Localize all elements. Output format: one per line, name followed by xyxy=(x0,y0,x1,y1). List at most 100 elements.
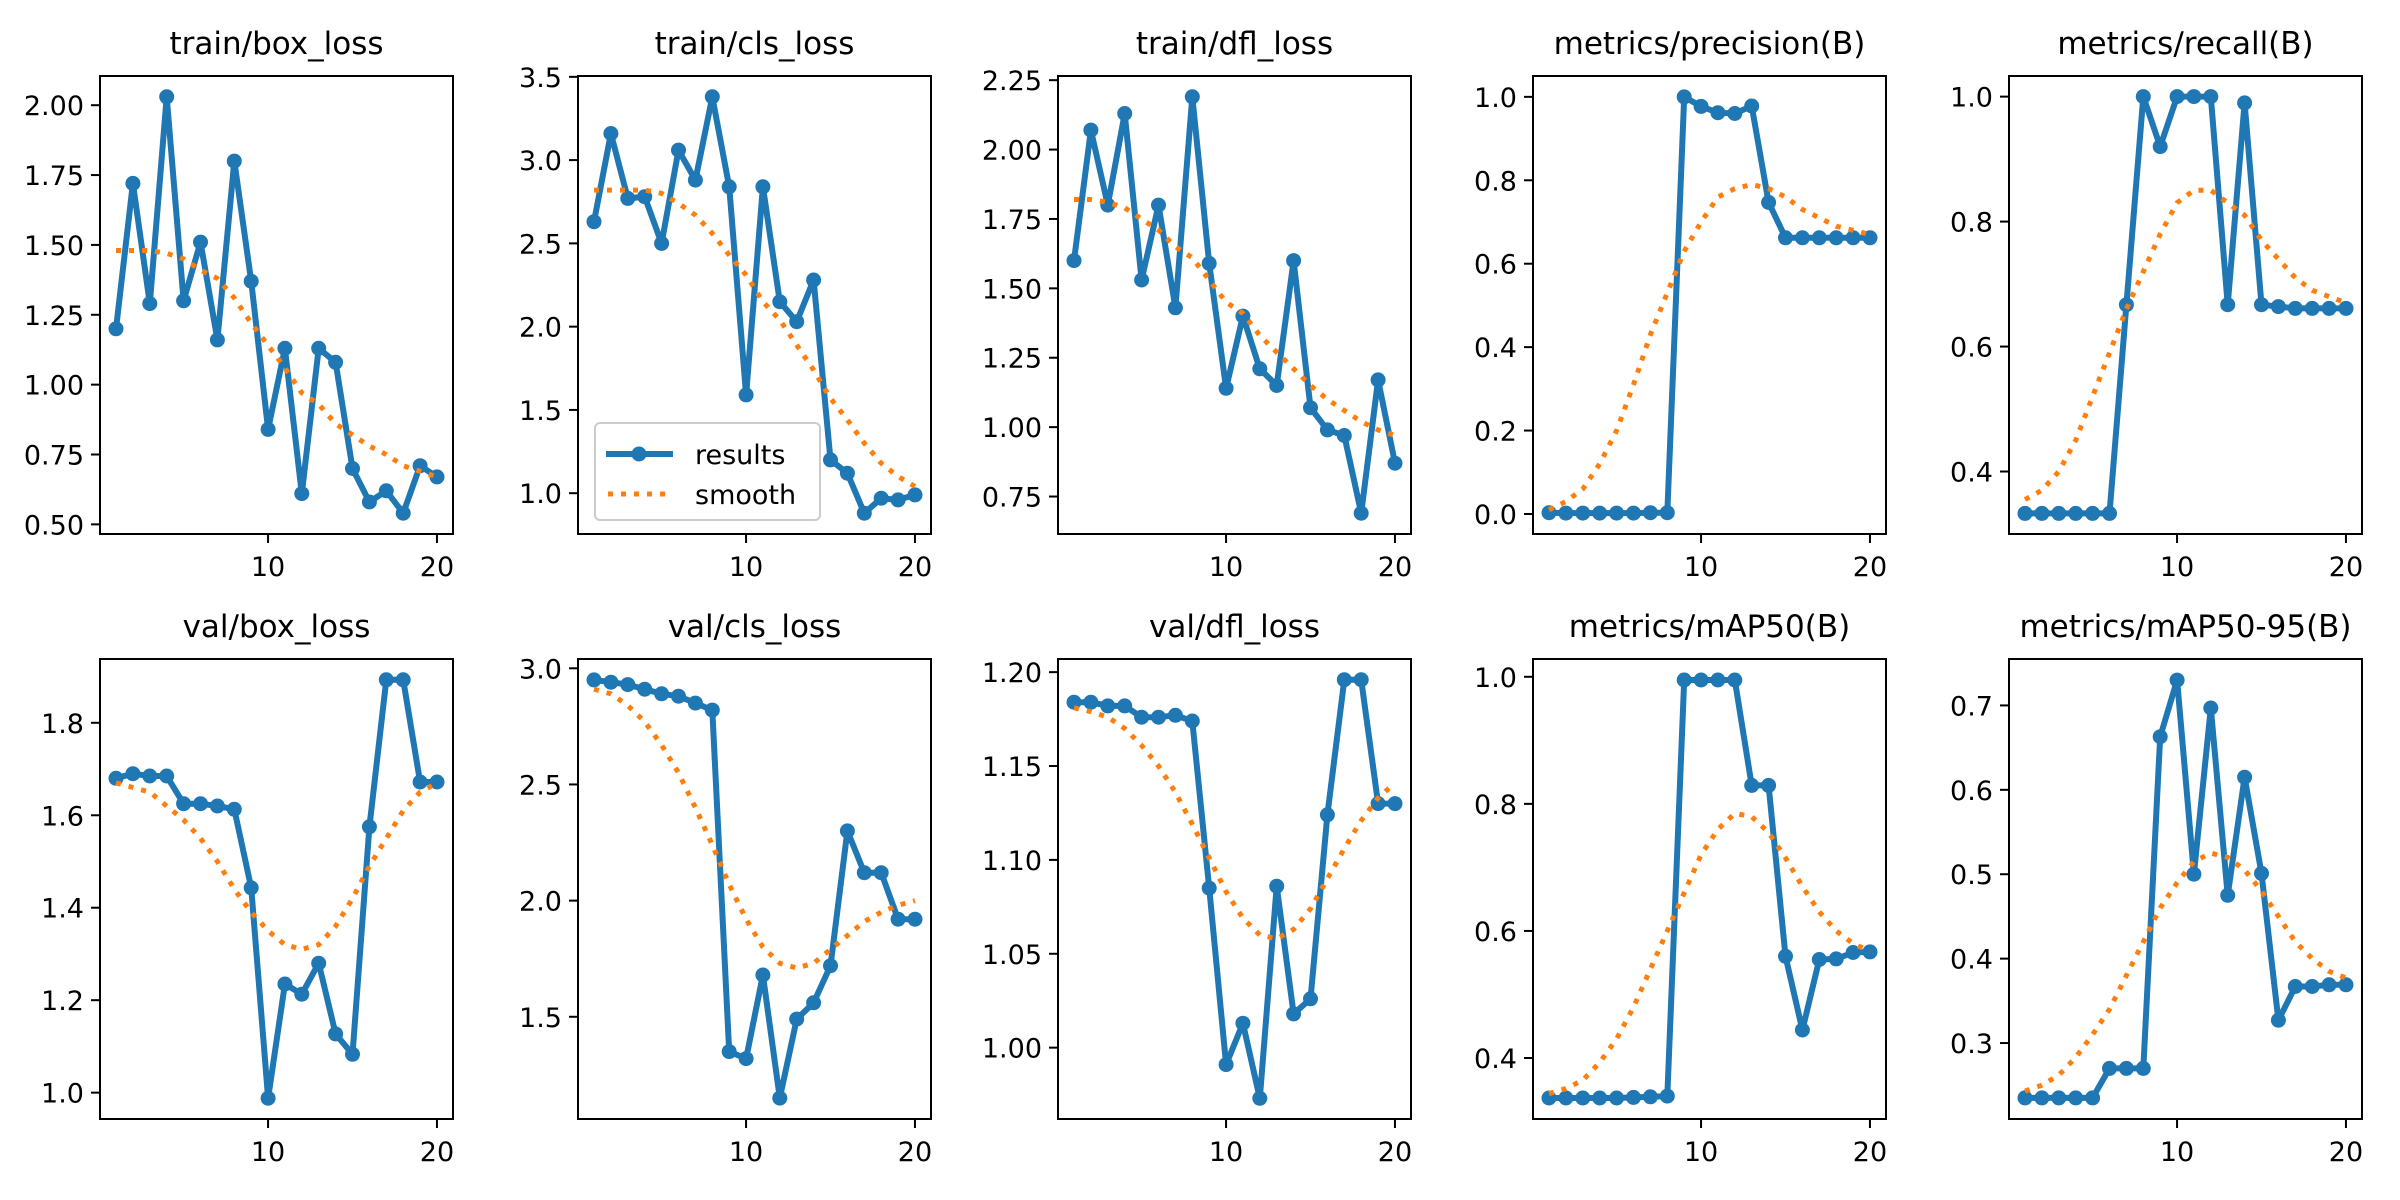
y-tick-label: 0.4 xyxy=(1950,458,1993,489)
results-point xyxy=(721,1044,737,1060)
x-tick-label: 10 xyxy=(1684,552,1718,583)
results-point xyxy=(2169,672,2185,688)
results-point xyxy=(1693,98,1709,114)
y-tick-label: 1.2 xyxy=(41,986,84,1017)
results-point xyxy=(2237,95,2253,111)
results-point xyxy=(907,911,923,927)
results-point xyxy=(176,293,192,309)
results-point xyxy=(823,452,838,468)
y-tick-label: 2.5 xyxy=(519,770,562,801)
y-tick-label: 1.5 xyxy=(519,396,562,427)
results-point xyxy=(671,142,686,158)
results-point xyxy=(721,179,737,195)
results-point xyxy=(2034,1090,2050,1106)
axes-frame xyxy=(577,658,932,1120)
results-point xyxy=(1676,89,1692,105)
subplot-title: train/dfl_loss xyxy=(1136,26,1333,62)
x-tick-label: 10 xyxy=(729,1137,763,1168)
results-point xyxy=(429,774,445,790)
results-point xyxy=(277,976,293,992)
results-point xyxy=(1151,709,1166,725)
y-tick-label: 2.25 xyxy=(982,66,1042,97)
y-tick-label: 2.00 xyxy=(24,91,84,122)
results-point xyxy=(125,175,141,191)
y-tick-label: 2.00 xyxy=(982,136,1042,167)
results-point xyxy=(1626,1089,1641,1105)
y-tick-label: 2.0 xyxy=(519,313,562,344)
results-point xyxy=(1286,253,1302,269)
axes-frame xyxy=(99,75,454,535)
axes-frame xyxy=(2008,658,2363,1120)
results-point xyxy=(311,340,327,356)
results-point xyxy=(2304,979,2320,994)
subplot-title: train/cls_loss xyxy=(655,26,855,62)
results-point xyxy=(603,126,619,141)
subplot-title: train/box_loss xyxy=(169,26,383,62)
results-point xyxy=(1303,991,1318,1007)
results-point xyxy=(1845,230,1861,246)
smooth-line xyxy=(1074,197,1396,438)
results-point xyxy=(2287,300,2303,316)
results-point xyxy=(1353,505,1369,521)
results-point xyxy=(378,672,394,688)
subplot-metrics-recall-b: metrics/recall(B) 0.4 0.6 0.8 1.0 10 20 xyxy=(1950,26,2363,583)
subplot-metrics-map50-b: metrics/mAP50(B) 0.4 0.6 0.8 1.0 10 20 xyxy=(1474,609,1887,1168)
subplot-val-dfl-loss: val/dfl_loss 1.00 1.05 1.10 1.15 1.20 10 20 xyxy=(982,609,1412,1168)
results-point xyxy=(1592,505,1608,521)
results-point xyxy=(603,674,619,690)
results-point xyxy=(1218,380,1234,396)
results-point xyxy=(2085,1090,2101,1106)
results-point xyxy=(226,801,242,817)
data-layer xyxy=(1541,672,1878,1106)
results-point xyxy=(1761,777,1777,793)
results-point xyxy=(2203,89,2219,105)
data-layer xyxy=(2017,672,2354,1106)
subplot-title: metrics/mAP50(B) xyxy=(1569,609,1850,645)
results-point xyxy=(1319,807,1335,823)
data-layer xyxy=(2017,89,2354,521)
y-tick-label: 0.8 xyxy=(1950,208,1993,239)
results-point xyxy=(1083,694,1099,710)
results-point xyxy=(243,273,259,289)
x-tick-label: 20 xyxy=(2329,552,2363,583)
results-point xyxy=(620,190,636,206)
results-point xyxy=(873,865,889,881)
y-tick-label: 1.75 xyxy=(982,205,1042,236)
data-layer xyxy=(108,89,445,521)
results-point xyxy=(1303,400,1318,416)
results-point xyxy=(839,823,855,839)
results-point xyxy=(1167,300,1183,316)
legend-results-marker xyxy=(631,446,647,462)
y-tick-label: 1.20 xyxy=(982,658,1042,689)
results-point xyxy=(1167,707,1183,723)
subplot-train-box-loss: train/box_loss 0.50 0.75 1.00 1.25 1.50 1.75 2.… xyxy=(24,26,454,583)
results-point xyxy=(1642,1089,1658,1105)
results-point xyxy=(108,321,124,337)
results-point xyxy=(1558,505,1574,521)
results-point xyxy=(1117,106,1133,121)
x-tick-label: 20 xyxy=(1853,552,1887,583)
results-point xyxy=(2186,866,2202,882)
results-point xyxy=(1083,122,1099,138)
results-point xyxy=(873,490,889,506)
results-point xyxy=(755,179,771,195)
results-point xyxy=(1778,948,1793,964)
results-point xyxy=(1828,230,1844,246)
subplot-grid: train/box_loss 0.50 0.75 1.00 1.25 1.50 1.75 2.… xyxy=(24,26,2363,1168)
results-point xyxy=(637,681,653,697)
x-tick-label: 20 xyxy=(420,1137,454,1168)
results-point xyxy=(328,1026,344,1042)
results-point xyxy=(1744,98,1760,114)
subplot-title: val/box_loss xyxy=(183,609,371,645)
y-tick-label: 1.25 xyxy=(24,301,84,332)
results-point xyxy=(1626,505,1641,521)
subplot-title: metrics/mAP50-95(B) xyxy=(2019,609,2351,645)
y-tick-label: 0.6 xyxy=(1474,250,1517,281)
results-point xyxy=(2135,89,2151,105)
subplot-title: metrics/precision(B) xyxy=(1554,26,1866,62)
x-tick-label: 10 xyxy=(251,552,285,583)
results-point xyxy=(907,487,923,503)
results-point xyxy=(620,677,636,693)
results-point xyxy=(1269,378,1285,393)
results-point xyxy=(806,995,822,1011)
